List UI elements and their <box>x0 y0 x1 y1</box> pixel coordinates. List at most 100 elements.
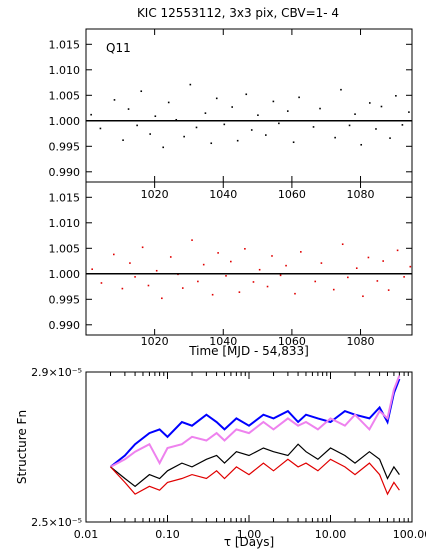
structure-function-series <box>109 375 401 496</box>
data-point <box>332 288 335 291</box>
data-point <box>278 122 280 125</box>
data-point <box>292 141 295 144</box>
x-tick-label: 0.01 <box>74 528 99 541</box>
top-scatter-panel: Q11 1.015 1.010 1.005 1.000 0.995 0.990 <box>49 28 413 183</box>
tau-axis-label: τ [Days] <box>224 535 274 549</box>
y-tick-label: 1.015 <box>49 191 81 204</box>
data-point <box>112 253 115 256</box>
y-tick-label: 1.005 <box>49 89 81 102</box>
data-point <box>223 123 226 126</box>
structure-function-panel: 2.5×10⁻⁵ 2.9×10⁻⁵ 0.01 0.10 1.00 10.00 100.00… <box>15 366 426 549</box>
data-point <box>191 239 193 241</box>
data-point <box>215 97 218 100</box>
data-point <box>181 287 184 289</box>
data-point <box>231 106 233 108</box>
data-point <box>380 105 383 108</box>
data-point <box>362 295 364 298</box>
data-point <box>245 93 248 96</box>
data-point <box>265 134 267 136</box>
data-point <box>334 136 336 139</box>
x-tick-label: 1.00 <box>237 528 262 541</box>
data-point <box>91 268 93 271</box>
x-tick-label-top: 1060 <box>278 188 306 201</box>
data-point <box>401 124 404 126</box>
data-point <box>258 268 261 271</box>
y-tick-label: 1.000 <box>49 115 81 128</box>
x-tick-label: 1040 <box>209 335 237 348</box>
y-tick-label: 0.995 <box>49 293 81 306</box>
x-tick-label: 100.00 <box>393 528 426 541</box>
data-point <box>354 113 356 115</box>
data-point <box>238 291 241 293</box>
data-point <box>244 248 246 250</box>
data-point <box>134 276 136 278</box>
structure-series-line <box>110 375 401 468</box>
data-point <box>314 280 317 283</box>
middle-scatter-points <box>91 239 412 300</box>
data-point <box>271 255 273 257</box>
data-point <box>175 118 178 121</box>
data-point <box>121 287 124 290</box>
y-tick-label: 1.010 <box>49 64 81 77</box>
data-point <box>294 292 296 295</box>
data-point <box>382 260 384 262</box>
data-point <box>162 146 165 149</box>
structure-series-line <box>110 443 400 488</box>
top-scatter-points <box>90 83 410 149</box>
y-tick-label: 2.9×10⁻⁵ <box>31 366 82 379</box>
middle-scatter-panel: 1.015 1.010 1.005 1.000 0.995 0.990 1020 1040 1… <box>49 181 413 358</box>
data-point <box>250 129 253 131</box>
data-point <box>257 114 259 116</box>
data-point <box>154 115 157 118</box>
data-point <box>298 96 300 99</box>
top-panel-frame <box>85 28 413 183</box>
data-point <box>99 127 102 130</box>
x-tick-label: 10.00 <box>315 528 347 541</box>
data-point <box>100 282 103 284</box>
data-point <box>230 260 232 263</box>
data-point <box>279 274 282 277</box>
y-tick-label: 1.005 <box>49 242 81 255</box>
structure-panel-frame <box>85 371 413 523</box>
data-point <box>183 135 185 138</box>
x-tick-label: 1020 <box>141 335 169 348</box>
data-point <box>211 293 214 296</box>
data-point <box>319 107 321 110</box>
data-point <box>409 265 412 268</box>
data-point <box>129 262 131 264</box>
x-tick-label: 1080 <box>347 335 375 348</box>
quarter-annotation: Q11 <box>106 41 131 55</box>
y-tick-label: 0.990 <box>49 166 81 179</box>
time-axis-label: Time [MJD - 54,833] <box>188 344 309 358</box>
data-point <box>90 113 92 116</box>
data-point <box>127 108 130 110</box>
y-tick-label: 0.995 <box>49 140 81 153</box>
x-tick-label-top: 1080 <box>347 188 375 201</box>
data-point <box>403 276 405 278</box>
data-point <box>202 263 205 266</box>
data-point <box>355 267 358 269</box>
data-point <box>347 276 349 279</box>
data-point <box>236 139 239 142</box>
data-point <box>141 246 144 249</box>
data-point <box>147 284 150 287</box>
data-point <box>272 100 275 103</box>
x-tick-label-top: 1020 <box>141 188 169 201</box>
data-point <box>408 111 410 113</box>
y-tick-label: 2.5×10⁻⁵ <box>31 516 82 529</box>
data-point <box>140 90 143 93</box>
data-point <box>348 124 351 127</box>
data-point <box>396 249 399 252</box>
data-point <box>161 297 163 300</box>
y-tick-label: 1.000 <box>49 268 81 281</box>
data-point <box>136 124 138 127</box>
data-point <box>149 133 151 135</box>
data-point <box>389 137 391 139</box>
data-point <box>169 256 172 258</box>
data-point <box>195 126 198 129</box>
data-point <box>113 99 116 101</box>
y-tick-label: 0.990 <box>49 319 81 332</box>
data-point <box>341 243 344 246</box>
structure-series-line <box>110 458 400 496</box>
